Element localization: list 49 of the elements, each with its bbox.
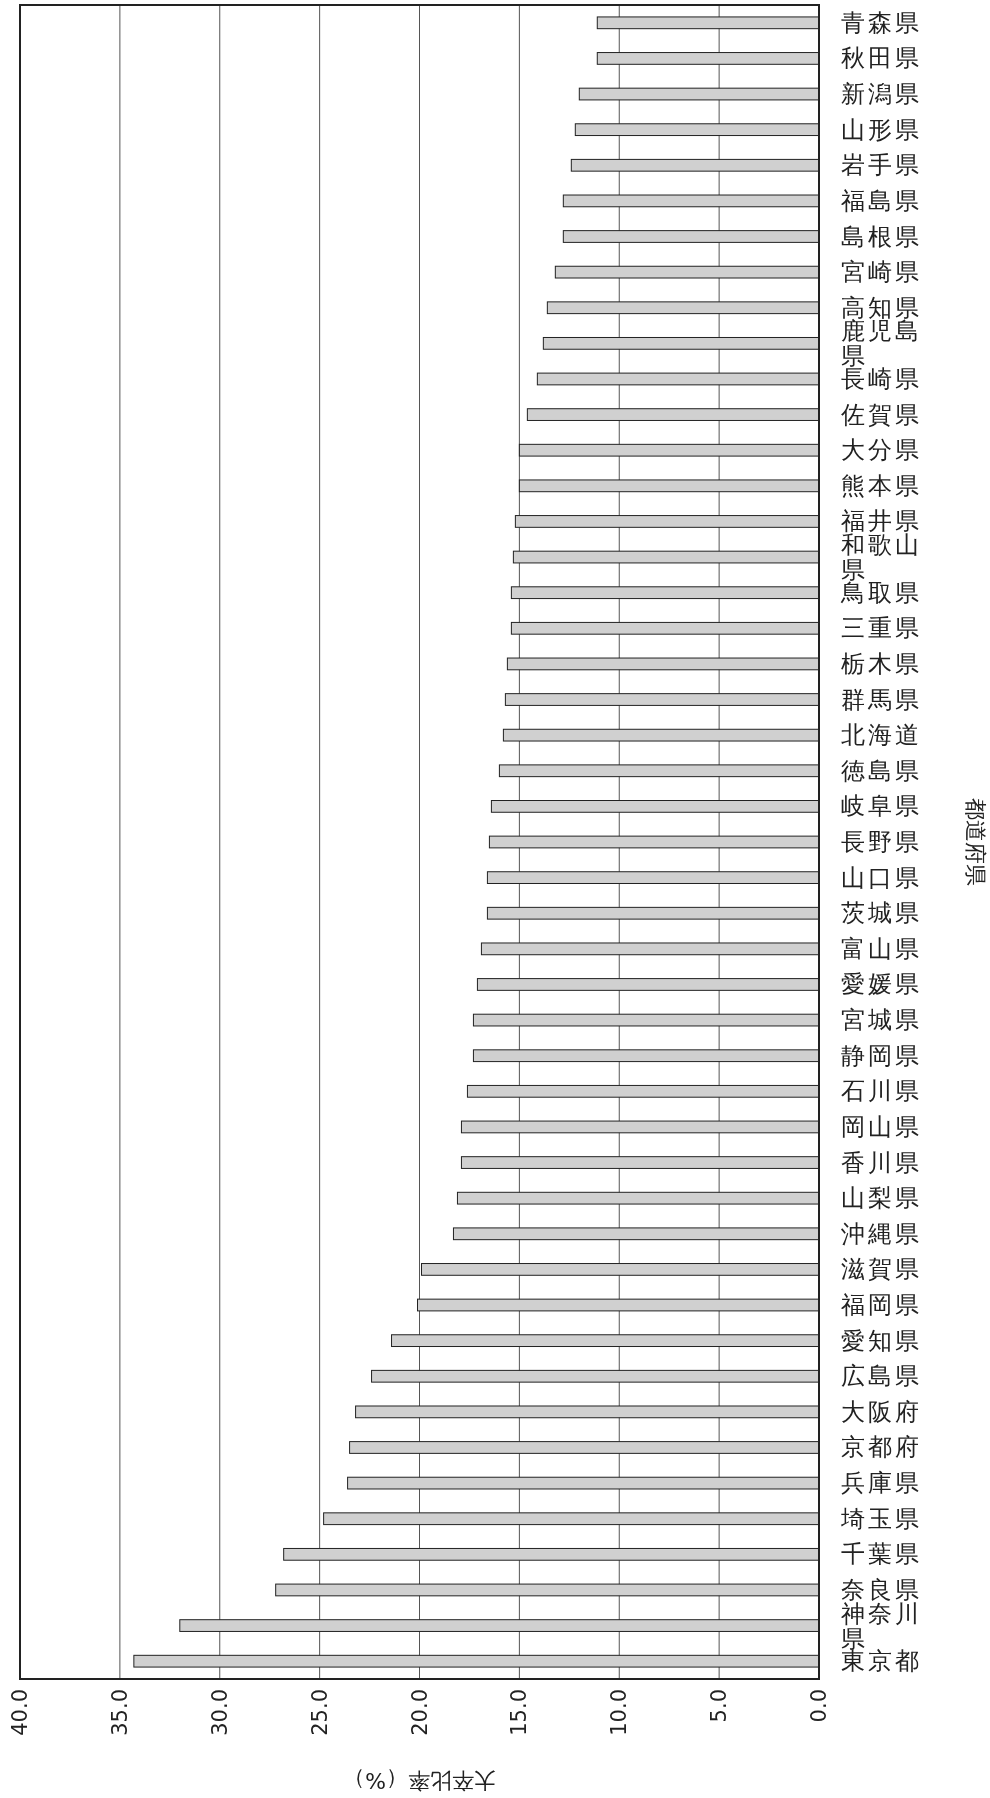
x-tick-label: 5.0 — [707, 1689, 732, 1723]
x-tick-label: 10.0 — [607, 1689, 632, 1736]
x-tick-label: 40.0 — [8, 1689, 32, 1736]
y-tick-label: 佐賀県 — [841, 400, 922, 429]
y-tick-label: 福岡県 — [841, 1291, 922, 1320]
x-axis-title: 大卒比率（%） — [343, 1767, 496, 1793]
y-tick-label: 大阪府 — [841, 1397, 922, 1426]
y-tick-label: 三重県 — [841, 614, 922, 643]
x-tick-label: 25.0 — [307, 1689, 332, 1736]
y-tick-label: 広島県 — [841, 1362, 922, 1391]
x-tick-label: 20.0 — [407, 1689, 432, 1736]
y-tick-label: 愛知県 — [841, 1326, 922, 1355]
y-tick-label: 岡山県 — [841, 1112, 922, 1141]
x-tick-label: 0.0 — [807, 1689, 831, 1723]
y-tick-label: 青森県 — [841, 8, 922, 37]
y-tick-label: 岐阜県 — [841, 792, 922, 821]
y-tick-label: 愛媛県 — [841, 970, 922, 999]
x-tick-label: 35.0 — [107, 1689, 132, 1736]
y-tick-label: 富山県 — [841, 934, 922, 963]
y-tick-label: 滋賀県 — [841, 1255, 922, 1284]
y-tick-label: 福島県 — [841, 186, 922, 215]
y-tick-label: 千葉県 — [841, 1540, 922, 1569]
y-tick-label: 大分県 — [841, 436, 922, 465]
y-tick-label: 宮崎県 — [841, 258, 922, 287]
y-tick-label: 北海道 — [841, 721, 922, 750]
y-tick-label: 埼玉県 — [840, 1504, 922, 1533]
y-tick-label: 山梨県 — [841, 1184, 922, 1213]
x-tick-label: 15.0 — [507, 1689, 532, 1736]
y-tick-label: 新潟県 — [841, 80, 922, 109]
y-axis-title: 都道府県 — [962, 798, 988, 886]
y-tick-label: 静岡県 — [841, 1041, 922, 1070]
y-tick-label: 徳島県 — [841, 756, 922, 785]
y-tick-label: 島根県 — [841, 222, 922, 251]
y-tick-label: 宮城県 — [841, 1006, 922, 1035]
y-tick-label: 京都府 — [841, 1433, 922, 1462]
x-tick-label: 30.0 — [207, 1689, 232, 1736]
y-tick-label: 栃木県 — [841, 649, 922, 678]
y-tick-label: 岩手県 — [841, 151, 922, 180]
y-tick-label: 兵庫県 — [841, 1469, 922, 1498]
y-tick-label: 秋田県 — [841, 44, 922, 73]
y-tick-label: 香川県 — [841, 1148, 922, 1177]
y-tick-label: 長野県 — [841, 828, 922, 856]
y-tick-label: 山口県 — [841, 863, 922, 892]
y-tick-label: 茨城県 — [841, 899, 922, 928]
y-tick-label: 群馬県 — [841, 685, 922, 714]
y-tick-label: 沖縄県 — [841, 1219, 922, 1248]
y-tick-label: 熊本県 — [841, 471, 922, 500]
y-tick-label: 石川県 — [841, 1077, 922, 1106]
y-tick-label: 山形県 — [841, 115, 922, 144]
